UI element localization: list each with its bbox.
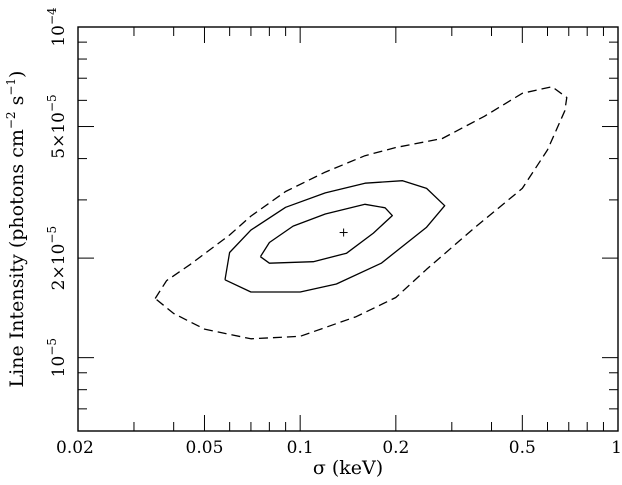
x-tick-label: 0.2 bbox=[382, 438, 409, 458]
x-tick-label: 0.05 bbox=[186, 438, 224, 458]
y-tick-label: 10−5 bbox=[45, 338, 69, 377]
minor-ticks bbox=[78, 27, 618, 432]
contour-inner bbox=[259, 203, 393, 264]
y-tick-label: 2×10−5 bbox=[45, 226, 69, 290]
x-tick-label: 0.5 bbox=[509, 438, 536, 458]
y-axis-title-exp1: −2 bbox=[4, 111, 18, 129]
contour-lines bbox=[154, 86, 568, 340]
contour-outer bbox=[154, 86, 568, 340]
y-tick-label-mantissa: 10 bbox=[49, 356, 69, 378]
y-axis-title-mid: s bbox=[6, 96, 28, 112]
y-tick-label: 10−4 bbox=[45, 7, 69, 47]
y-tick-label: 5×10−5 bbox=[45, 94, 69, 158]
y-tick-label-exponent: −5 bbox=[45, 94, 59, 112]
plot-frame bbox=[77, 26, 619, 432]
y-axis-title-end: ) bbox=[6, 71, 28, 78]
y-tick-label-exponent: −5 bbox=[45, 338, 59, 356]
x-tick-label: 0.02 bbox=[56, 438, 94, 458]
x-tick-label: 0.1 bbox=[287, 438, 314, 458]
y-axis-title-base: Line Intensity (photons cm bbox=[6, 129, 28, 387]
x-axis-title: σ (keV) bbox=[313, 457, 383, 479]
y-axis-title-exp2: −1 bbox=[4, 78, 18, 96]
y-tick-label-exponent: −4 bbox=[45, 7, 59, 25]
x-tick-labels: 0.02 0.05 0.1 0.2 0.5 1 bbox=[56, 438, 622, 458]
contour-middle bbox=[224, 180, 446, 293]
y-tick-label-exponent: −5 bbox=[45, 226, 59, 244]
y-tick-label-mantissa: 10 bbox=[49, 25, 69, 47]
best-fit-marker bbox=[339, 228, 348, 237]
y-tick-label-mantissa: 2×10 bbox=[49, 244, 69, 291]
y-axis-title: Line Intensity (photons cm−2 s−1) bbox=[4, 71, 28, 388]
x-tick-label: 1 bbox=[611, 438, 622, 458]
y-tick-labels: 10−52×10−55×10−510−4 bbox=[45, 7, 69, 377]
y-tick-label-mantissa: 5×10 bbox=[49, 112, 69, 159]
major-ticks bbox=[77, 26, 619, 431]
